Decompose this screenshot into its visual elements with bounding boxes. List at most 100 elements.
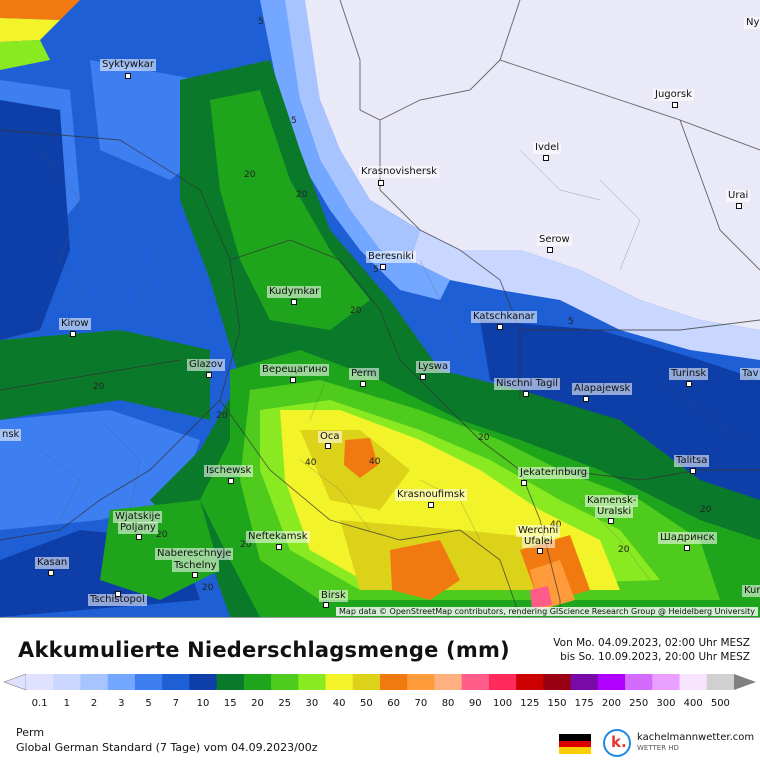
city-label: Werchni [516,525,561,537]
city-label: Lyswa [416,361,451,373]
scale-label: 20 [251,698,264,709]
city-label: Nabereschnyje [155,548,234,560]
scale-arrow-left [4,674,27,690]
city-label: Kamensk- [585,495,639,507]
city-label: nsk [0,429,22,441]
city-marker [360,381,366,387]
scale-band [380,674,408,690]
scale-band [516,674,544,690]
field-60mm-d [0,0,80,20]
scale-band [706,674,735,690]
city-label: Kur [742,585,760,597]
field-90mm [530,586,552,608]
city-label: Birsk [319,590,348,602]
city-label: Krasnoufimsk [395,489,467,501]
scale-band [488,674,517,690]
city-marker [380,264,386,270]
period-to: bis So. 10.09.2023, 20:00 Uhr MESZ [560,651,750,663]
scale-band [80,674,109,690]
city-marker [672,102,678,108]
contour-number: 5 [258,17,264,27]
city-marker [228,478,234,484]
flag-stripe [559,734,591,741]
city-label: Ivdel [533,142,562,154]
model-label: Global German Standard (7 Tage) vom 04.0… [16,741,318,754]
scale-label: 2 [90,698,98,709]
city-marker [125,73,131,79]
scale-label: 250 [629,698,649,709]
contour-number: 20 [202,583,214,593]
scale-label: 90 [468,698,482,709]
scale-band [570,674,599,690]
brand-name[interactable]: kachelmannwetter.com [637,732,755,743]
city-marker [276,544,282,550]
contour-number: 5 [568,317,574,327]
scale-label: 70 [414,698,428,709]
scale-label: 150 [547,698,567,709]
city-marker [521,480,527,486]
city-label: Alapajewsk [572,383,633,395]
field-1mm [410,230,760,360]
color-scale-labels: 0.1 1 2 3 5 7 10 15 20 25 30 40 50 60 70 80 90 100 125 150 1… [0,698,760,712]
sub-borders [39,149,741,581]
scale-label: 30 [305,698,319,709]
field-2mm [280,0,420,260]
city-label: Jugorsk [653,89,694,101]
city-label: Шадринск [658,532,717,544]
field-60mm [344,438,378,478]
scale-band [625,674,653,690]
city-marker [206,372,212,378]
scale-label: 125 [520,698,540,709]
scale-band [271,674,299,690]
field-0-1mm [300,0,760,330]
scale-label: 1 [63,698,71,709]
scale-label: 40 [332,698,346,709]
contour-number: 20 [618,545,630,555]
city-marker [48,570,54,576]
city-marker [378,180,384,186]
city-marker [497,324,503,330]
city-marker [115,591,121,597]
contour-number: 40 [305,458,317,468]
scale-band [53,674,81,690]
kachelmann-logo-icon[interactable]: k. [603,729,631,757]
city-marker [686,381,692,387]
city-marker [684,545,690,551]
contour-number: 20 [700,505,712,515]
city-label: Krasnovishersk [359,166,439,178]
period-from: Von Mo. 04.09.2023, 02:00 Uhr MESZ [553,637,750,649]
scale-label: 3 [118,698,125,709]
city-label: Jekaterinburg [518,467,590,479]
city-label: Talitsa [674,455,710,467]
scale-label: 100 [492,698,513,709]
city-marker [136,534,142,540]
contour-number: 20 [296,190,308,200]
city-label: Nischni Tagil [494,378,561,390]
scale-band [434,674,463,690]
scale-label: 60 [387,698,400,709]
city-label: Tschelny [172,560,219,572]
city-marker [70,331,76,337]
city-marker [736,203,742,209]
city-marker [325,443,331,449]
precipitation-map[interactable]: 5 5 5 5 20 20 20 20 20 20 20 20 40 40 40… [0,0,760,617]
scale-band [216,674,245,690]
scale-band [325,674,354,690]
contour-number: 20 [240,540,252,550]
city-label: Tschistopol [88,594,147,606]
city-label: Верещагино [260,364,330,376]
scale-label: 500 [710,698,730,709]
city-marker [523,391,529,397]
scale-band [652,674,681,690]
city-label: Kudymkar [267,286,322,298]
legend-panel: Akkumulierte Niederschlagsmenge (mm) Von… [0,617,760,761]
city-marker [428,502,434,508]
city-marker [543,155,549,161]
city-marker [537,548,543,554]
scale-label: 15 [223,698,237,709]
color-scale [4,674,756,690]
brand-subtitle: WETTER HD [637,744,679,752]
scale-label: 25 [278,698,292,709]
precipitation-field [0,0,760,617]
scale-label: 200 [601,698,621,709]
